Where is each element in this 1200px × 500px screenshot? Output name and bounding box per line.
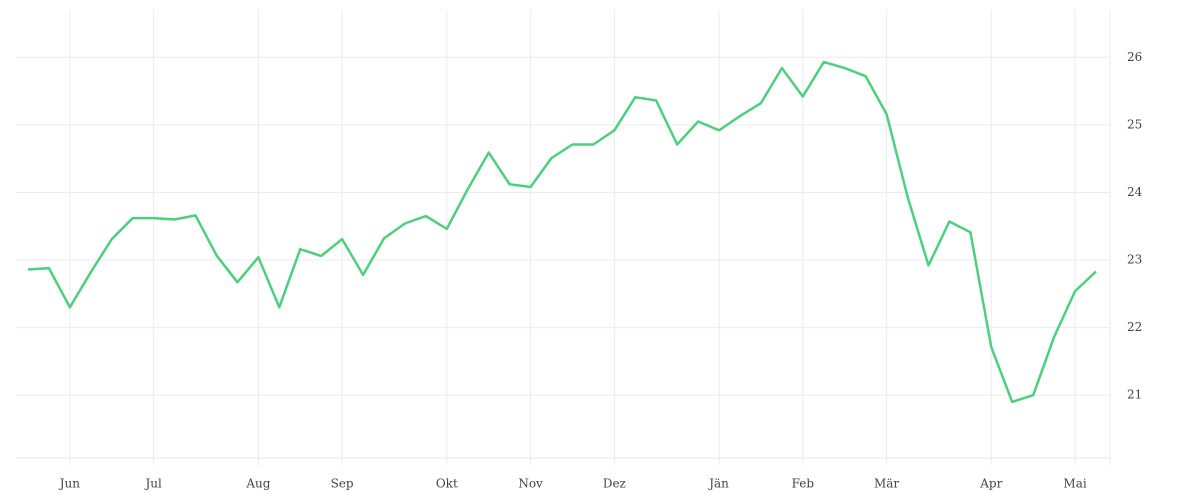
x-tick-label: Mai <box>1063 477 1086 491</box>
y-tick-label: 23 <box>1127 253 1142 267</box>
x-tick-label: Apr <box>979 477 1002 491</box>
y-tick-label: 26 <box>1127 50 1142 64</box>
y-tick-label: 22 <box>1127 320 1142 334</box>
y-tick-label: 24 <box>1127 185 1143 199</box>
x-tick-label: Sep <box>331 477 354 491</box>
x-tick-label: Aug <box>245 477 270 491</box>
plot: 21 22 23 24 25 26 Jun Jul Aug Sep Okt Nov Dez Jän Feb M… <box>16 10 1143 491</box>
x-tick-label: Nov <box>518 477 543 491</box>
x-tick-label: Feb <box>792 477 815 491</box>
y-tick-label: 25 <box>1127 117 1142 131</box>
x-tick-label: Jun <box>58 477 81 491</box>
x-tick-label: Jul <box>143 477 162 491</box>
x-tick-label: Okt <box>436 477 458 491</box>
data-line <box>27 60 1097 404</box>
y-tick-label: 21 <box>1127 388 1142 402</box>
x-tick-label: Mär <box>874 477 899 491</box>
x-tick-label: Dez <box>603 477 626 491</box>
x-tick-label: Jän <box>707 477 729 491</box>
